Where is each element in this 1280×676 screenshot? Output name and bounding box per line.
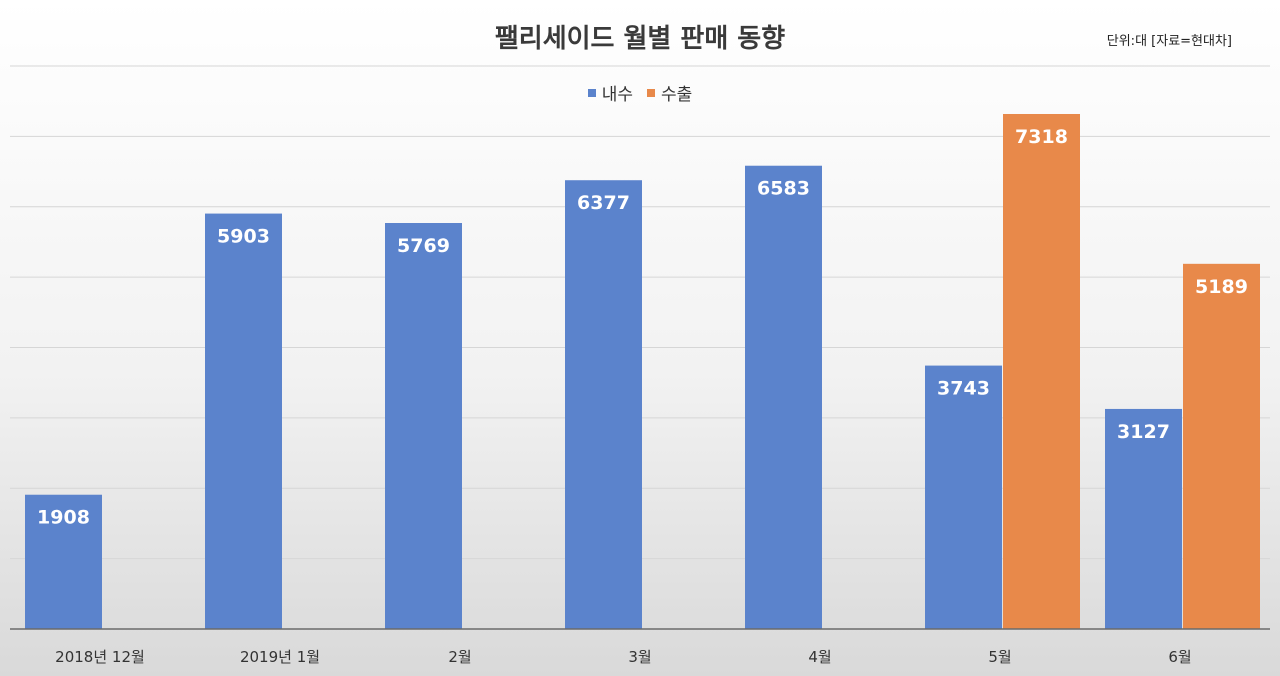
legend-swatch-domestic xyxy=(587,88,596,97)
legend: 내수 수출 xyxy=(0,80,1280,105)
data-label: 5189 xyxy=(1195,276,1248,298)
bar-domestic xyxy=(385,223,462,629)
data-label: 1908 xyxy=(37,507,90,529)
data-label: 3743 xyxy=(937,378,990,400)
legend-swatch-export xyxy=(647,88,655,97)
bar-domestic xyxy=(25,494,102,629)
legend-item-domestic: 내수 xyxy=(587,80,633,105)
x-tick-label: 2월 xyxy=(448,648,471,666)
unit-note: 단위:대 [자료=현대차] xyxy=(1106,34,1232,49)
data-label: 5769 xyxy=(397,235,450,257)
x-tick-label: 2018년 12월 xyxy=(55,648,145,666)
data-label: 6377 xyxy=(577,192,630,214)
x-tick-label: 3월 xyxy=(628,648,651,666)
bar-domestic xyxy=(925,365,1002,629)
data-label: 5903 xyxy=(217,226,270,248)
chart-title: 팰리세이드 월별 판매 동향 xyxy=(494,24,786,54)
legend-item-export: 수출 xyxy=(647,80,692,105)
bar-domestic xyxy=(205,213,282,630)
x-tick-label: 2019년 1월 xyxy=(240,648,320,666)
x-tick-label: 4월 xyxy=(808,648,831,666)
x-tick-label: 5월 xyxy=(988,648,1011,666)
data-label: 7318 xyxy=(1015,126,1068,148)
bar-domestic xyxy=(745,165,822,629)
bar-export xyxy=(1183,263,1260,629)
bar-domestic xyxy=(565,180,642,629)
legend-label-export: 수출 xyxy=(661,85,693,105)
bar-export xyxy=(1003,113,1080,630)
data-label: 3127 xyxy=(1117,421,1170,443)
x-tick-label: 6월 xyxy=(1168,648,1191,666)
bar-domestic xyxy=(1105,408,1182,629)
data-label: 6583 xyxy=(757,178,810,200)
legend-label-domestic: 내수 xyxy=(601,85,633,105)
